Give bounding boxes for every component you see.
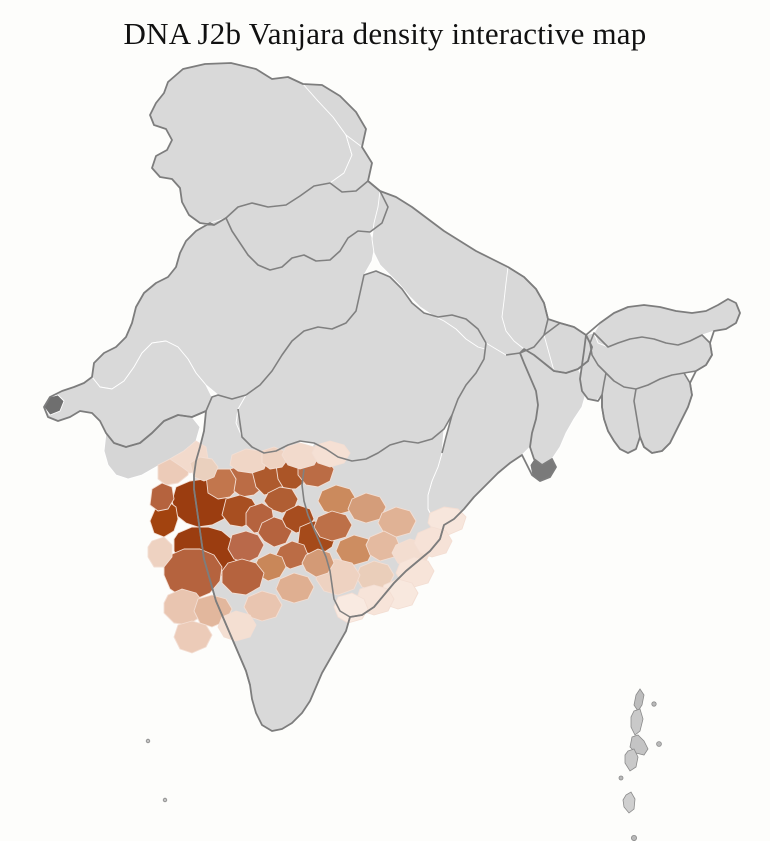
district-solapur[interactable] [222,559,264,595]
india-outline [44,63,740,731]
country-boundary [44,63,740,731]
choropleth-layer[interactable] [148,441,466,653]
district-satara[interactable] [164,589,204,625]
district-pune[interactable] [164,549,222,599]
island-dot[interactable] [652,702,656,706]
island-dot[interactable] [146,739,150,743]
district-belagavi[interactable] [218,611,256,641]
page-title: DNA J2b Vanjara density interactive map [123,16,647,51]
district-parbhani[interactable] [258,517,292,547]
state-border [238,409,452,461]
andaman-nicobar-islands[interactable] [146,689,663,841]
district-east-godavari[interactable] [414,527,452,557]
district-region[interactable] [594,299,740,347]
island-dot[interactable] [619,776,623,780]
district-visakhapatnam[interactable] [428,507,466,535]
island-dot[interactable] [163,798,167,802]
district-betul[interactable] [282,443,320,469]
district-khargone[interactable] [230,449,268,473]
island-dot[interactable] [657,742,662,747]
state-border [226,181,380,218]
district-beed[interactable] [228,531,264,563]
district-west-godavari[interactable] [396,557,434,587]
district-kolhapur[interactable] [174,621,212,653]
india-district-map[interactable] [0,55,770,841]
state-border [206,395,246,411]
island-shape[interactable] [631,709,643,735]
state-border [360,271,486,343]
district-warangal[interactable] [378,507,416,537]
district-nandurbar[interactable] [190,457,218,481]
island-shape[interactable] [623,792,635,813]
map-canvas[interactable] [0,55,770,841]
district-kalaburagi[interactable] [276,573,314,603]
base-landmass-group [44,63,740,731]
district-raigad[interactable] [148,537,172,567]
island-shape[interactable] [625,749,638,771]
district-medak[interactable] [336,535,374,565]
island-dot[interactable] [631,835,636,840]
state-border [226,191,388,270]
island-shape[interactable] [634,689,644,711]
state-border [302,469,350,617]
district-nizamabad[interactable] [314,511,352,541]
district-palghar[interactable] [150,483,174,511]
district-vijayapura[interactable] [244,591,282,621]
state-border [442,343,486,453]
state-border [246,293,360,395]
